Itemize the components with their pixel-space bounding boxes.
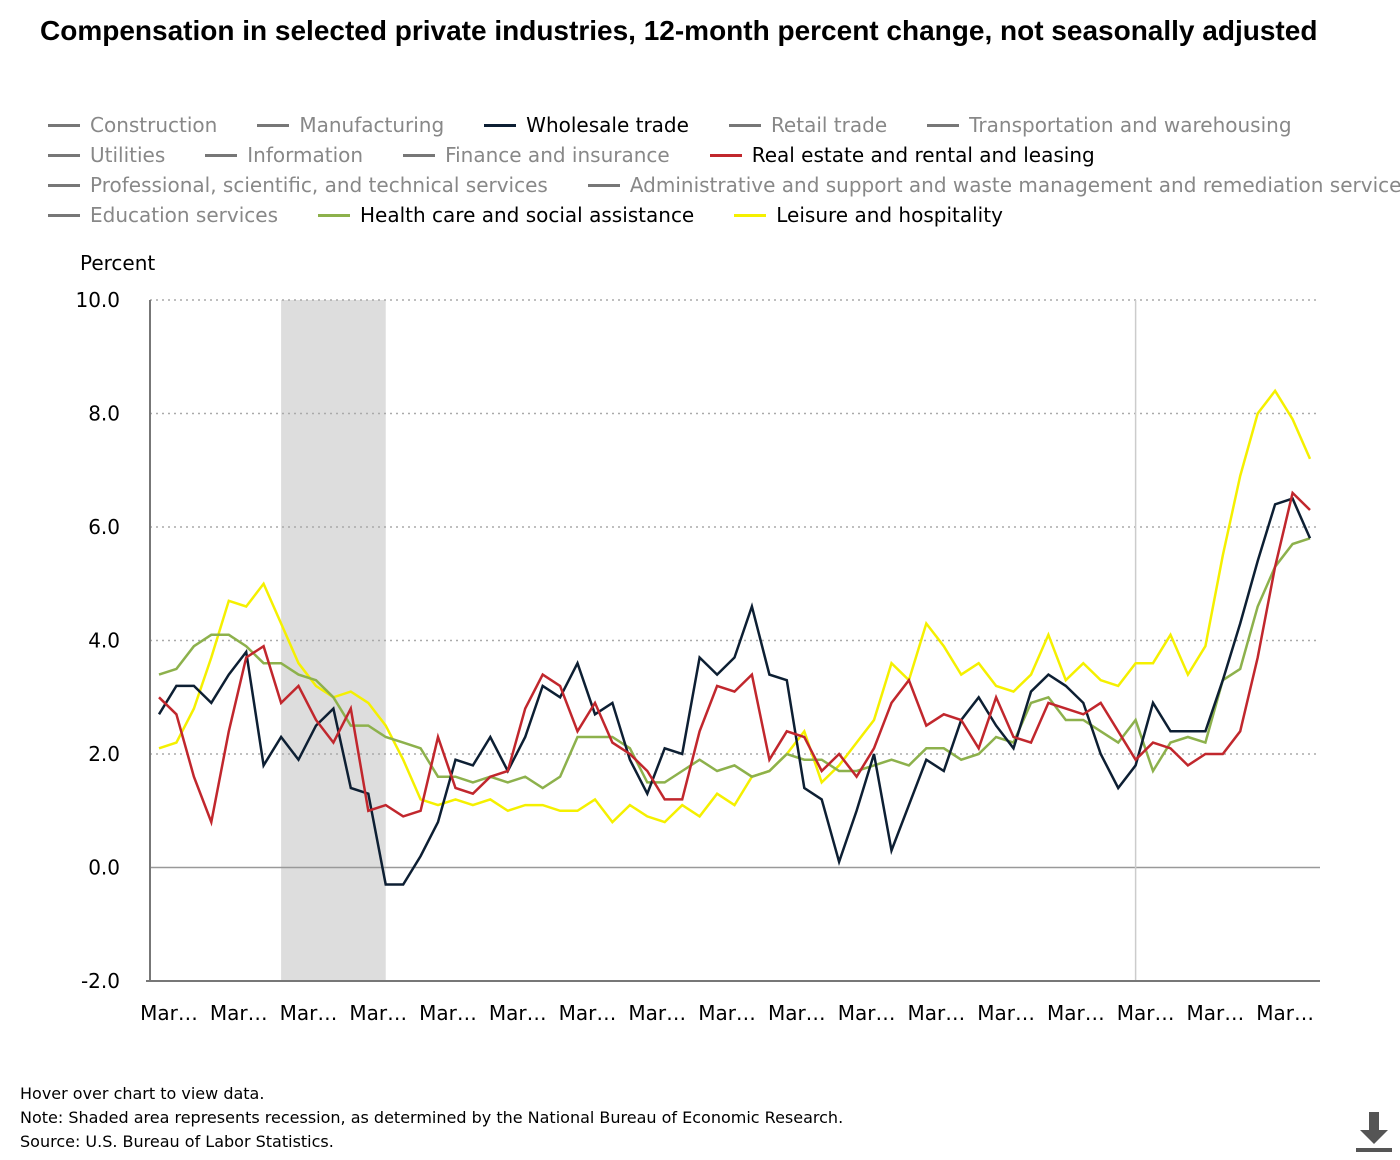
x-tick-label: Mar… [1117,1001,1175,1025]
legend-label: Manufacturing [299,113,445,137]
legend-item[interactable]: Health care and social assistance [318,203,694,227]
y-tick-label: 4.0 [88,629,120,653]
legend-item[interactable]: Retail trade [728,113,888,137]
legend-item[interactable]: Construction [48,113,217,137]
recession-note: Note: Shaded area represents recession, … [20,1108,844,1127]
legend-item[interactable]: Education services [48,203,278,227]
series-line [157,497,1312,886]
x-tick-label: Mar… [559,1001,617,1025]
legend-label: Real estate and rental and leasing [751,143,1095,167]
y-tick-label: 0.0 [88,856,120,880]
series-line [158,388,1312,824]
x-tick-label: Mar… [140,1001,198,1025]
x-tick-label: Mar… [1047,1001,1105,1025]
legend: Construction Manufacturing Wholesale trade… [48,110,1400,230]
legend-label: Transportation and warehousing [969,113,1292,137]
legend-swatch [48,153,80,157]
x-tick-label: Mar… [1186,1001,1244,1025]
legend-swatch [728,123,761,127]
chart-title: Compensation in selected private industr… [40,15,1318,46]
x-tick-label: Mar… [210,1001,268,1025]
x-tick-label: Mar… [280,1001,338,1025]
y-tick-label: 10.0 [75,288,120,312]
legend-item[interactable]: Finance and insurance [403,143,670,167]
x-tick-label: Mar… [698,1001,756,1025]
footnotes: Hover over chart to view data. Note: Sha… [20,1082,843,1154]
x-tick-label: Mar… [349,1001,407,1025]
legend-item[interactable]: Leisure and hospitality [734,203,1003,227]
legend-swatch [587,183,620,187]
legend-swatch [734,213,767,217]
legend-label: Administrative and support and waste man… [629,173,1400,197]
legend-label: Finance and insurance [445,143,670,167]
legend-label: Construction [90,113,218,137]
recession-shading [281,300,386,981]
legend-row: Education services Health care and social… [48,200,1388,230]
download-icon[interactable] [1354,1110,1394,1154]
legend-swatch [318,213,350,217]
legend-swatch [48,123,80,127]
hover-hint: Hover over chart to view data. [20,1084,265,1103]
legend-label: Wholesale trade [526,113,689,137]
legend-swatch [48,183,80,187]
legend-swatch [403,153,436,157]
x-tick-label: Mar… [419,1001,477,1025]
x-tick-label: Mar… [628,1001,686,1025]
legend-swatch [484,123,517,127]
y-tick-label: -2.0 [81,969,120,993]
legend-swatch [48,213,80,217]
legend-item[interactable]: Information [205,143,363,167]
legend-label: Leisure and hospitality [776,203,1003,227]
line-chart[interactable]: 10.0 8.0 6.0 4.0 2.0 0.0 -2.0 Percent Mar… Mar… Ma… [0,240,1400,1040]
x-tick-label: Mar… [768,1001,826,1025]
y-tick-label: 6.0 [88,515,120,539]
legend-item[interactable]: Wholesale trade [484,113,689,137]
legend-item[interactable]: Transportation and warehousing [927,113,1292,137]
legend-label: Retail trade [770,113,888,137]
legend-item[interactable]: Administrative and support and waste man… [587,173,1400,197]
x-tick-label: Mar… [977,1001,1035,1025]
legend-row: Utilities Information Finance and insuranc… [48,140,1388,170]
legend-label: Education services [90,203,278,227]
legend-row: Construction Manufacturing Wholesale trade… [48,110,1388,140]
legend-swatch [205,153,238,157]
legend-item[interactable]: Manufacturing [257,113,444,137]
legend-item[interactable]: Real estate and rental and leasing [709,143,1095,167]
download-arrow-icon [1356,1112,1392,1152]
x-tick-label: Mar… [1256,1001,1314,1025]
legend-row: Professional, scientific, and technical … [48,170,1400,200]
legend-swatch [257,123,290,127]
series-line [158,537,1311,790]
y-tick-label: 2.0 [88,742,120,766]
legend-label: Health care and social assistance [360,203,695,227]
x-tick-label: Mar… [838,1001,896,1025]
legend-swatch [927,123,960,127]
legend-label: Information [247,143,364,167]
x-tick-label: Mar… [489,1001,547,1025]
y-axis-title: Percent [80,251,155,275]
legend-label: Professional, scientific, and technical … [90,173,548,197]
y-tick-label: 8.0 [88,402,120,426]
legend-item[interactable]: Utilities [48,143,165,167]
source-note: Source: U.S. Bureau of Labor Statistics. [20,1132,334,1151]
legend-label: Utilities [90,143,166,167]
legend-item[interactable]: Professional, scientific, and technical … [48,173,548,197]
x-tick-label: Mar… [907,1001,965,1025]
legend-swatch [709,153,742,157]
series-line [158,490,1311,827]
